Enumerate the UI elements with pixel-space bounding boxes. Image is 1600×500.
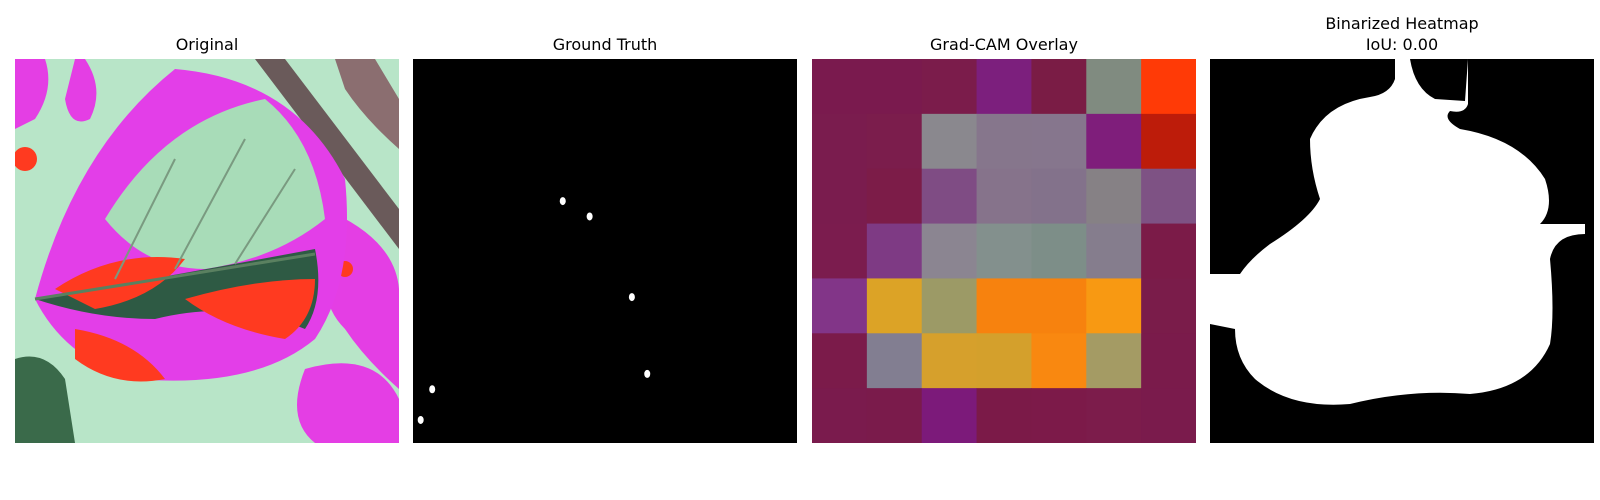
heatmap-cell xyxy=(921,388,978,443)
heatmap-cell xyxy=(812,333,868,389)
heatmap-cell xyxy=(1086,223,1142,279)
panel-title-ground-truth: Ground Truth xyxy=(552,35,658,54)
ground-truth-spot xyxy=(644,369,651,378)
heatmap-cell xyxy=(921,223,978,279)
ground-truth-spot xyxy=(628,293,635,302)
heatmap-cell xyxy=(866,168,923,225)
heatmap-cell xyxy=(866,388,923,443)
panel-title-gradcam: Grad-CAM Overlay xyxy=(930,35,1078,54)
heatmap-cell xyxy=(1031,223,1087,279)
heatmap-cell xyxy=(812,59,868,115)
panel-title-binarized: Binarized Heatmap IoU: 0.00 xyxy=(1325,14,1479,54)
heatmap-cell xyxy=(1031,168,1087,225)
heatmap-cell xyxy=(1031,278,1087,334)
ground-truth-spot xyxy=(417,415,424,424)
heatmap-cell xyxy=(1141,113,1196,170)
heatmap-cell xyxy=(812,278,868,334)
original-leaf-image xyxy=(15,59,399,443)
panel-title-original: Original xyxy=(175,35,239,54)
panel-ground-truth: Ground Truth xyxy=(413,0,797,500)
heatmap-cell xyxy=(976,223,1032,279)
panel-binarized-heatmap: Binarized Heatmap IoU: 0.00 xyxy=(1210,0,1594,500)
heatmap-cell xyxy=(921,278,978,334)
heatmap-cell xyxy=(1086,59,1142,115)
heatmap-cell xyxy=(1031,333,1087,389)
heatmap-cell xyxy=(1141,223,1196,279)
heatmap-cell xyxy=(1086,388,1142,443)
binarized-heatmap-mask xyxy=(1210,59,1594,443)
heatmap-cell xyxy=(921,168,978,225)
heatmap-cell xyxy=(1031,59,1087,115)
heatmap-cell xyxy=(1086,278,1142,334)
heatmap-cell xyxy=(976,278,1032,334)
panel-original: Original xyxy=(15,0,399,500)
heatmap-cell xyxy=(921,59,978,115)
heatmap-cell xyxy=(812,113,868,170)
heatmap-cell xyxy=(1031,388,1087,443)
heatmap-cell xyxy=(812,388,868,443)
heatmap-cell xyxy=(1141,333,1196,389)
heatmap-cell xyxy=(976,333,1032,389)
heatmap-cell xyxy=(1086,168,1142,225)
heatmap-cell xyxy=(866,113,923,170)
heatmap-cell xyxy=(1086,333,1142,389)
ground-truth-spot xyxy=(429,385,436,394)
heatmap-cell xyxy=(866,59,923,115)
heatmap-cell xyxy=(1086,113,1142,170)
heatmap-cell xyxy=(976,168,1032,225)
heatmap-cell xyxy=(812,168,868,225)
heatmap-cell xyxy=(1141,168,1196,225)
heatmap-cell xyxy=(976,113,1032,170)
heatmap-cell xyxy=(866,223,923,279)
heatmap-cell xyxy=(866,333,923,389)
heatmap-cell xyxy=(1141,59,1196,115)
heatmap-cell xyxy=(1031,113,1087,170)
ground-truth-mask xyxy=(413,59,797,443)
ground-truth-spot xyxy=(559,197,566,206)
heatmap-cell xyxy=(866,278,923,334)
heatmap-cell xyxy=(921,333,978,389)
heatmap-cell xyxy=(812,223,868,279)
heatmap-cell xyxy=(921,113,978,170)
gradcam-heatmap xyxy=(812,59,1196,443)
heatmap-cell xyxy=(976,388,1032,443)
heatmap-cell xyxy=(1141,388,1196,443)
ground-truth-spot xyxy=(586,212,593,221)
panel-gradcam-overlay: Grad-CAM Overlay xyxy=(812,0,1196,500)
heatmap-cell xyxy=(976,59,1032,115)
heatmap-cell xyxy=(1141,278,1196,334)
